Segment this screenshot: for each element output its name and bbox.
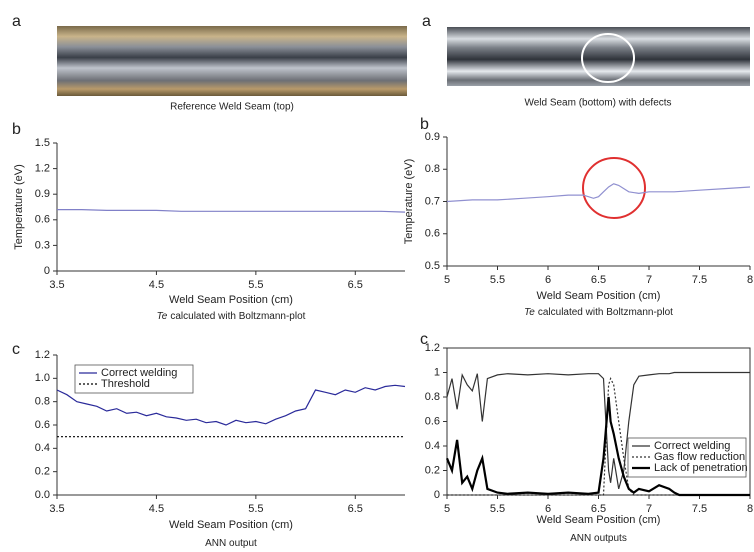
x-tick-label: 3.5 [49,279,64,291]
y-tick-label: 0.0 [35,489,50,501]
x-tick-label: 7.5 [692,274,707,286]
caption: Te calculated with Boltzmann-plot [524,307,673,318]
y-tick-label: 0.6 [35,214,50,226]
series-line [56,384,406,426]
x-tick-label: 6.5 [348,279,363,291]
series-line [446,371,750,490]
panel-letter: c [420,331,428,348]
y-tick-label: 0.2 [35,466,50,478]
x-tick-label: 7 [646,503,652,515]
y-tick-label: 0.8 [425,163,440,175]
y-tick-label: 1.5 [35,137,50,149]
x-axis-label: Weld Seam Position (cm) [537,514,661,526]
panel-letter: a [12,13,21,30]
y-tick-label: 1.2 [425,342,440,354]
highlight-circle [582,157,646,219]
series-line [445,396,750,497]
caption: Reference Weld Seam (top) [170,102,294,113]
x-tick-label: 4.5 [149,279,164,291]
x-axis-label: Weld Seam Position (cm) [537,290,661,302]
y-tick-label: 0.3 [35,239,50,251]
photo [57,26,407,96]
caption-text: ANN output [205,538,257,549]
y-tick-label: 0.6 [425,415,440,427]
series-line [447,377,750,496]
x-tick-label: 7 [646,274,652,286]
x-tick-label: 5.5 [248,279,263,291]
legend-label: Lack of penetration [654,462,748,474]
legend-box [627,437,747,478]
y-tick-label: 0 [44,265,50,277]
legend-label: Gas flow reduction [654,451,745,463]
caption-variable: Te [524,307,535,318]
caption-text: ANN outputs [570,533,627,544]
panel-letter: c [12,341,20,358]
defect-circle [581,33,635,83]
legend-label: Correct welding [101,367,177,379]
y-tick-label: 0.8 [425,391,440,403]
legend-label: Threshold [101,378,150,390]
legend-box [74,364,194,394]
x-tick-label: 5 [444,503,450,515]
y-tick-label: 0.4 [425,440,440,452]
panel-letter: b [12,121,21,138]
x-tick-label: 7.5 [692,503,707,515]
y-tick-label: 1.0 [35,372,50,384]
x-tick-label: 6 [545,274,551,286]
y-tick-label: 1 [434,366,440,378]
y-tick-label: 0.9 [35,188,50,200]
series-line [57,209,406,213]
series-line [446,183,751,203]
caption: ANN output [205,538,257,549]
x-axis-label: Weld Seam Position (cm) [169,519,293,531]
x-tick-label: 6.5 [591,274,606,286]
y-tick-label: 0 [434,489,440,501]
y-tick-label: 0.7 [425,195,440,207]
x-tick-label: 5 [444,274,450,286]
x-tick-label: 5.5 [490,274,505,286]
caption-variable: Te [157,311,168,322]
legend-label: Correct welding [654,440,730,452]
y-tick-label: 0.6 [35,419,50,431]
x-tick-label: 8 [747,503,753,515]
panel-letter: a [422,13,431,30]
x-tick-label: 6 [545,503,551,515]
x-tick-label: 8 [747,274,753,286]
x-tick-label: 5.5 [490,503,505,515]
x-tick-label: 5.5 [248,503,263,515]
x-tick-label: 3.5 [49,503,64,515]
photo [447,27,750,86]
caption: ANN outputs [570,533,627,544]
y-tick-label: 1.2 [35,163,50,175]
caption-text: calculated with Boltzmann-plot [170,311,305,322]
panel-letter: b [420,116,429,133]
y-axis-label: Temperature (eV) [403,159,415,245]
y-tick-label: 0.9 [425,131,440,143]
y-tick-label: 0.4 [35,442,50,454]
y-tick-label: 0.6 [425,228,440,240]
caption: Weld Seam (bottom) with defects [524,98,671,109]
x-tick-label: 6.5 [591,503,606,515]
caption: Te calculated with Boltzmann-plot [157,311,306,322]
y-tick-label: 0.8 [35,396,50,408]
x-tick-label: 4.5 [149,503,164,515]
y-tick-label: 1.2 [35,349,50,361]
y-axis-label: Temperature (eV) [13,164,25,250]
y-tick-label: 0.5 [425,260,440,272]
caption-text: calculated with Boltzmann-plot [538,307,673,318]
x-tick-label: 6.5 [348,503,363,515]
x-axis-label: Weld Seam Position (cm) [169,294,293,306]
y-tick-label: 0.2 [425,464,440,476]
